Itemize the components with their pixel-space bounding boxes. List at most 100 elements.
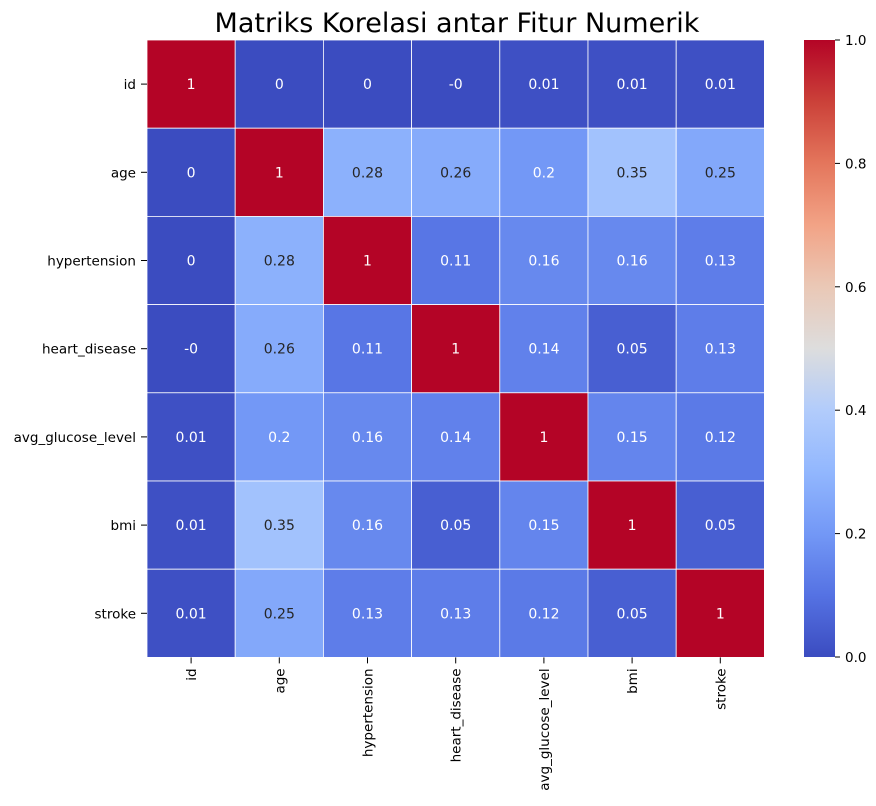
heatmap-cell-heart_disease-bmi xyxy=(587,304,677,394)
cell-value-label: 0 xyxy=(187,165,196,181)
heatmap-cell-bmi-stroke xyxy=(675,480,765,570)
y-tick-label-heart_disease: heart_disease xyxy=(42,342,136,358)
x-tick-label-hypertension: hypertension xyxy=(361,668,377,757)
cell-value-label: 0.13 xyxy=(352,606,383,622)
cell-value-label: 0.05 xyxy=(617,606,648,622)
y-tick-label-hypertension: hypertension xyxy=(47,254,136,270)
heatmap-cell-stroke-bmi xyxy=(587,568,677,658)
heatmap-cell-hypertension-stroke xyxy=(675,215,765,305)
cell-value-label: 0.13 xyxy=(705,254,736,270)
heatmap-cell-avg_glucose_level-hypertension xyxy=(322,392,412,482)
cell-value-label: -0 xyxy=(184,342,198,358)
cell-value-label: 0.15 xyxy=(617,430,648,446)
heatmap-cell-age-hypertension xyxy=(322,127,412,217)
cell-value-label: 1 xyxy=(451,342,460,358)
heatmap-cell-id-hypertension xyxy=(322,39,412,129)
heatmap-cell-avg_glucose_level-id xyxy=(146,392,236,482)
cell-value-label: 1 xyxy=(716,606,725,622)
colorbar: 0.0 0.2 0.4 0.6 0.8 1.0 xyxy=(804,33,866,666)
cell-value-label: 0.05 xyxy=(440,518,471,534)
chart-title: Matriks Korelasi antar Fitur Numerik xyxy=(215,8,700,39)
cell-value-label: 0 xyxy=(275,77,284,93)
heatmap-cell-bmi-hypertension xyxy=(322,480,412,570)
colorbar-tick-label: 1.0 xyxy=(845,33,866,49)
x-tick-label-id: id xyxy=(184,668,200,680)
heatmap-cell-age-stroke xyxy=(675,127,765,217)
cell-value-label: 0.2 xyxy=(533,165,555,181)
cell-value-label: 0.26 xyxy=(264,342,295,358)
heatmap-cell-stroke-hypertension xyxy=(322,568,412,658)
heatmap-cell-hypertension-heart_disease xyxy=(411,215,501,305)
cell-value-label: 0.28 xyxy=(264,254,295,270)
cell-value-label: 0.13 xyxy=(440,606,471,622)
cell-value-label: 0.12 xyxy=(705,430,736,446)
y-tick-label-avg_glucose_level: avg_glucose_level xyxy=(14,430,136,446)
cell-value-label: 0.28 xyxy=(352,165,383,181)
cell-value-label: 0.11 xyxy=(440,254,471,270)
heatmap-cell-stroke-heart_disease xyxy=(411,568,501,658)
x-tick-label-bmi: bmi xyxy=(625,668,641,693)
cell-value-label: 1 xyxy=(275,165,284,181)
cell-value-label: 0.12 xyxy=(528,606,559,622)
cell-value-label: 0.25 xyxy=(705,165,736,181)
cell-value-label: 0.35 xyxy=(617,165,648,181)
heatmap-cell-hypertension-age xyxy=(234,215,324,305)
x-tick-label-stroke: stroke xyxy=(713,668,729,709)
cell-value-label: 1 xyxy=(628,518,637,534)
cell-value-label: 0.14 xyxy=(440,430,471,446)
x-tick-label-age: age xyxy=(272,668,288,693)
heatmap-cell-age-avg_glucose_level xyxy=(499,127,589,217)
y-tick-labels: id age hypertension heart_disease avg_glucos… xyxy=(14,77,147,622)
cell-value-label: -0 xyxy=(449,77,463,93)
y-tick-label-stroke: stroke xyxy=(95,606,136,622)
cell-value-label: 0.25 xyxy=(264,606,295,622)
colorbar-tick-label: 0.0 xyxy=(845,650,866,666)
cell-value-label: 0.01 xyxy=(705,77,736,93)
heatmap-cell-age-bmi xyxy=(587,127,677,217)
heatmap-cells xyxy=(146,39,765,658)
heatmap-cell-heart_disease-id xyxy=(146,304,236,394)
heatmap-cell-avg_glucose_level-stroke xyxy=(675,392,765,482)
heatmap-cell-id-avg_glucose_level xyxy=(499,39,589,129)
cell-value-label: 0.05 xyxy=(705,518,736,534)
heatmap-cell-id-id xyxy=(146,39,236,129)
heatmap-cell-id-age xyxy=(234,39,324,129)
cell-value-label: 0 xyxy=(187,254,196,270)
colorbar-tick-label: 0.6 xyxy=(845,280,866,296)
heatmap-cell-bmi-age xyxy=(234,480,324,570)
heatmap-cell-id-heart_disease xyxy=(411,39,501,129)
y-tick-label-bmi: bmi xyxy=(111,518,136,534)
x-tick-labels: id age hypertension heart_disease avg_glucos… xyxy=(184,657,729,791)
y-tick-label-id: id xyxy=(124,77,136,93)
heatmap-cell-hypertension-avg_glucose_level xyxy=(499,215,589,305)
cell-value-label: 0.15 xyxy=(528,518,559,534)
cell-value-label: 0.01 xyxy=(176,430,207,446)
cell-value-label: 0.01 xyxy=(617,77,648,93)
heatmap-cell-stroke-id xyxy=(146,568,236,658)
cell-value-label: 1 xyxy=(187,77,196,93)
cell-value-label: 0.2 xyxy=(268,430,290,446)
heatmap-cell-bmi-heart_disease xyxy=(411,480,501,570)
cell-value-label: 0.01 xyxy=(176,606,207,622)
cell-value-label: 0.01 xyxy=(528,77,559,93)
heatmap-cell-heart_disease-heart_disease xyxy=(411,304,501,394)
cell-value-label: 0.16 xyxy=(617,254,648,270)
heatmap-cell-id-bmi xyxy=(587,39,677,129)
cell-value-label: 1 xyxy=(363,254,372,270)
cell-value-label: 0.16 xyxy=(528,254,559,270)
colorbar-tick-label: 0.4 xyxy=(845,403,866,419)
cell-value-label: 0.11 xyxy=(352,342,383,358)
x-tick-label-avg_glucose_level: avg_glucose_level xyxy=(537,668,553,790)
heatmap-cell-heart_disease-stroke xyxy=(675,304,765,394)
heatmap-cell-stroke-avg_glucose_level xyxy=(499,568,589,658)
cell-value-label: 0.13 xyxy=(705,342,736,358)
x-tick-label-heart_disease: heart_disease xyxy=(449,668,465,762)
heatmap-cell-hypertension-bmi xyxy=(587,215,677,305)
cell-value-label: 0.16 xyxy=(352,518,383,534)
colorbar-tick-label: 0.8 xyxy=(845,156,866,172)
cell-value-label: 0 xyxy=(363,77,372,93)
colorbar-gradient xyxy=(804,40,835,657)
cell-value-label: 0.14 xyxy=(528,342,559,358)
